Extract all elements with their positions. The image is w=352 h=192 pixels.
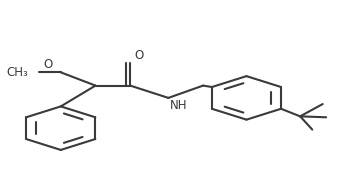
- Text: CH₃: CH₃: [7, 66, 29, 79]
- Text: O: O: [44, 58, 53, 71]
- Text: NH: NH: [169, 99, 187, 112]
- Text: O: O: [134, 49, 144, 62]
